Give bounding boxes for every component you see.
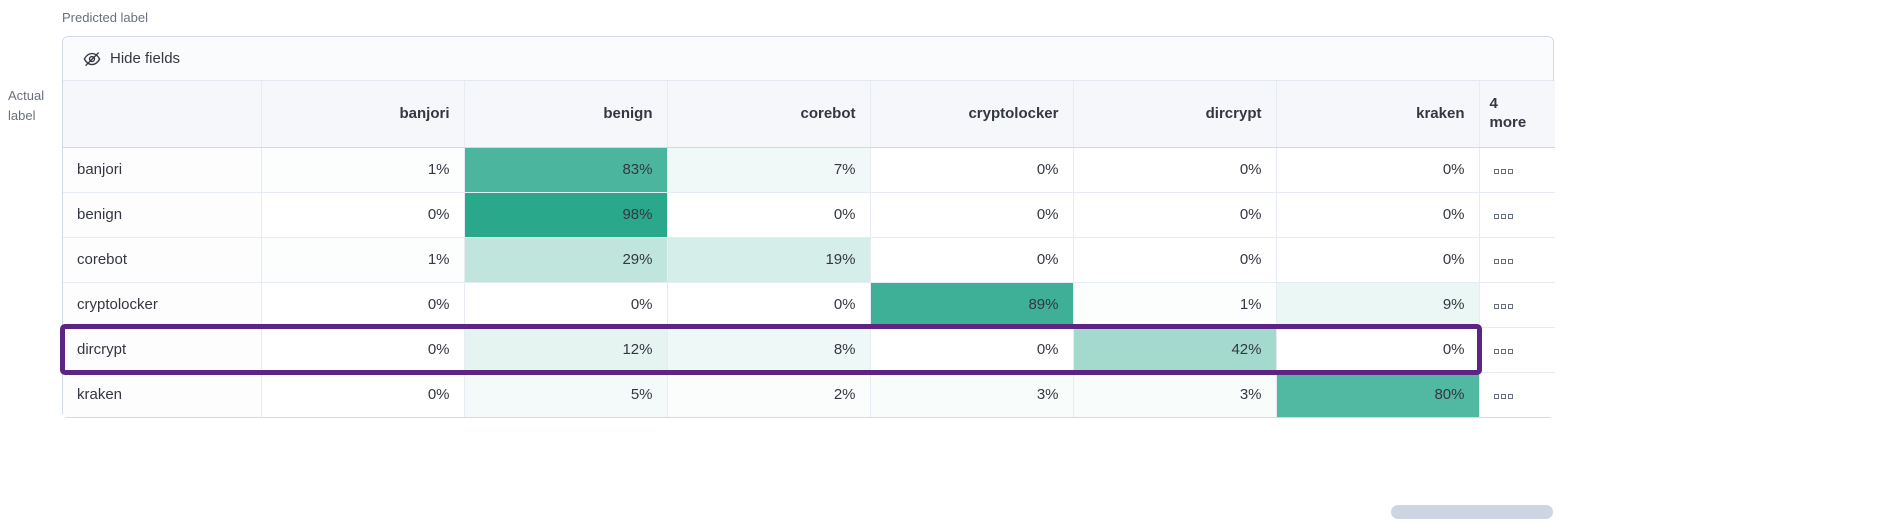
column-header-kraken[interactable]: kraken (1275, 81, 1479, 148)
cell-cryptolocker-banjori: 0% (260, 281, 464, 327)
more-columns-cell (1478, 236, 1555, 282)
row-actions-button[interactable] (1492, 345, 1515, 358)
cell-banjori-dircrypt: 0% (1072, 147, 1276, 192)
column-header-dircrypt[interactable]: dircrypt (1072, 81, 1276, 148)
column-header-corebot[interactable]: corebot (666, 81, 870, 148)
row-label-banjori: banjori (63, 147, 261, 192)
hide-fields-button[interactable]: Hide fields (77, 46, 186, 72)
row-label-kraken: kraken (63, 371, 261, 417)
cell-dircrypt-benign: 12% (463, 326, 667, 372)
more-columns-header[interactable]: 4 more (1478, 81, 1555, 148)
predicted-label-axis: Predicted label (62, 10, 148, 25)
more-columns-cell (1478, 191, 1555, 237)
table-row-corebot: corebot 1% 29% 19% 0% 0% 0% (63, 236, 1555, 282)
row-label-dircrypt: dircrypt (63, 326, 261, 372)
more-columns-cell (1478, 281, 1555, 327)
column-header-benign[interactable]: benign (463, 81, 667, 148)
cell-corebot-corebot: 19% (666, 236, 870, 282)
more-columns-cell (1478, 371, 1555, 417)
row-actions-button[interactable] (1492, 390, 1515, 403)
table-row-benign: benign 0% 98% 0% 0% 0% 0% (63, 191, 1555, 237)
more-columns-cell (1478, 326, 1555, 372)
cell-corebot-benign: 29% (463, 236, 667, 282)
horizontal-scrollbar-thumb[interactable] (1391, 505, 1553, 519)
grid-toolbar: Hide fields (63, 37, 1553, 81)
cell-benign-benign: 98% (463, 191, 667, 237)
corner-cell (63, 81, 261, 148)
row-actions-button[interactable] (1492, 255, 1515, 268)
table-row-dircrypt: dircrypt 0% 12% 8% 0% 42% 0% (63, 326, 1555, 372)
boxes-horizontal-icon (1493, 169, 1513, 174)
header-row: banjori benign corebot cryptolocker dircrypt… (63, 81, 1555, 148)
cell-benign-dircrypt: 0% (1072, 191, 1276, 237)
more-columns-cell (1478, 147, 1555, 192)
row-actions-button[interactable] (1492, 300, 1515, 313)
row-label-corebot: corebot (63, 236, 261, 282)
row-label-benign: benign (63, 191, 261, 237)
cell-banjori-kraken: 0% (1275, 147, 1479, 192)
row-label-cryptolocker: cryptolocker (63, 281, 261, 327)
cell-benign-banjori: 0% (260, 191, 464, 237)
matrix-header: banjori benign corebot cryptolocker dircrypt… (63, 81, 1555, 148)
boxes-horizontal-icon (1493, 394, 1513, 400)
cell-dircrypt-cryptolocker: 0% (869, 326, 1073, 372)
cell-kraken-benign: 5% (463, 371, 667, 417)
cell-benign-corebot: 0% (666, 191, 870, 237)
boxes-horizontal-icon (1493, 214, 1513, 219)
cell-benign-cryptolocker: 0% (869, 191, 1073, 237)
boxes-horizontal-icon (1493, 259, 1513, 264)
actual-label-axis: Actual label (8, 88, 45, 123)
hide-fields-label: Hide fields (110, 50, 181, 67)
row-actions-button[interactable] (1492, 165, 1515, 178)
cell-kraken-kraken: 80% (1275, 371, 1479, 417)
table-row-kraken: kraken 0% 5% 2% 3% 3% 80% (63, 371, 1555, 417)
table-row-cryptolocker: cryptolocker 0% 0% 0% 89% 1% 9% (63, 281, 1555, 327)
cell-cryptolocker-benign: 0% (463, 281, 667, 327)
cell-kraken-cryptolocker: 3% (869, 371, 1073, 417)
column-header-cryptolocker[interactable]: cryptolocker (869, 81, 1073, 148)
cell-dircrypt-banjori: 0% (260, 326, 464, 372)
boxes-horizontal-icon (1493, 304, 1513, 309)
table-row-banjori: banjori 1% 83% 7% 0% 0% 0% (63, 147, 1555, 192)
cell-banjori-benign: 83% (463, 147, 667, 192)
cell-cryptolocker-kraken: 9% (1275, 281, 1479, 327)
cell-kraken-corebot: 2% (666, 371, 870, 417)
cell-corebot-kraken: 0% (1275, 236, 1479, 282)
cell-corebot-banjori: 1% (260, 236, 464, 282)
cell-kraken-dircrypt: 3% (1072, 371, 1276, 417)
eye-closed-icon (83, 50, 101, 68)
cell-corebot-dircrypt: 0% (1072, 236, 1276, 282)
column-header-banjori[interactable]: banjori (260, 81, 464, 148)
cell-banjori-cryptolocker: 0% (869, 147, 1073, 192)
cell-cryptolocker-corebot: 0% (666, 281, 870, 327)
confusion-matrix-table: banjori benign corebot cryptolocker dircrypt… (63, 81, 1555, 417)
cell-cryptolocker-dircrypt: 1% (1072, 281, 1276, 327)
confusion-matrix-grid: Hide fields banjori benign corebot cryptolo… (60, 36, 1555, 418)
cell-benign-kraken: 0% (1275, 191, 1479, 237)
matrix-body: banjori 1% 83% 7% 0% 0% 0% benign 0% 98% 0% 0% 0% 0% c… (63, 147, 1555, 417)
cell-banjori-banjori: 1% (260, 147, 464, 192)
boxes-horizontal-icon (1493, 349, 1513, 354)
cell-dircrypt-corebot: 8% (666, 326, 870, 372)
row-actions-button[interactable] (1492, 210, 1515, 223)
cell-corebot-cryptolocker: 0% (869, 236, 1073, 282)
cell-dircrypt-kraken: 0% (1275, 326, 1479, 372)
cell-dircrypt-dircrypt: 42% (1072, 326, 1276, 372)
cell-kraken-banjori: 0% (260, 371, 464, 417)
cell-banjori-corebot: 7% (666, 147, 870, 192)
cell-cryptolocker-cryptolocker: 89% (869, 281, 1073, 327)
